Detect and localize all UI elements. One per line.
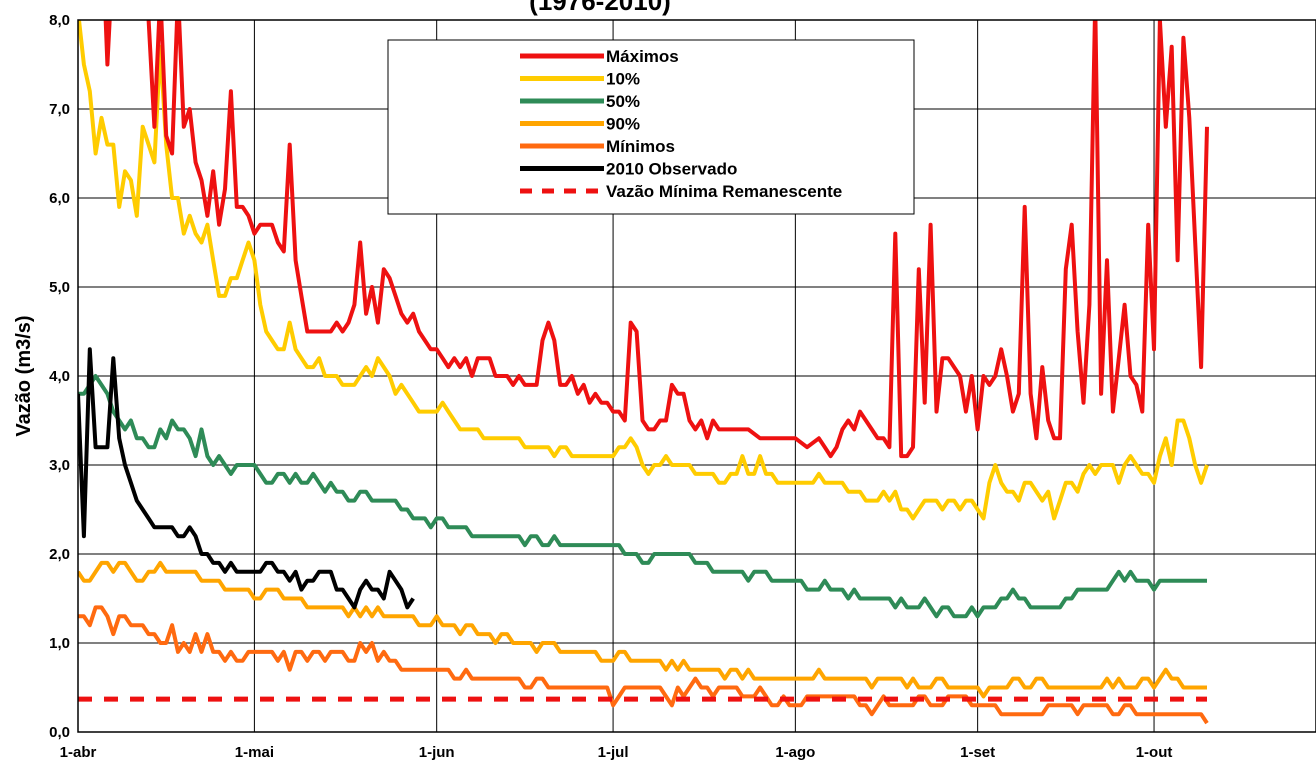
y-tick-label: 6,0 [49,190,70,207]
series-line [78,20,1209,521]
legend: Máximos 10% 50% 90% Mínimos 2010 Observado Vaz… [387,39,915,215]
x-tick-label: 1-jun [419,744,455,761]
x-tick-labels: 1-abr 1-mai 1-jun 1-jul 1-ago 1-set 1-out [60,744,1173,761]
series-line [78,374,1207,619]
x-tick-label: 1-set [960,744,995,761]
legend-label: Mínimos [606,137,675,156]
series-line [78,605,1209,725]
y-tick-label: 3,0 [49,457,70,474]
series-line [78,560,1207,699]
legend-label: 50% [606,92,640,111]
y-tick-label: 5,0 [49,279,70,296]
y-tick-label: 0,0 [49,724,70,741]
y-tick-label: 2,0 [49,546,70,563]
series-group [78,20,1209,725]
legend-label: Máximos [606,47,679,66]
plot-frame [77,19,1316,733]
chart-title: (1976-2010) [529,0,671,16]
x-tick-label: 1-jul [598,744,629,761]
y-axis-label: Vazão (m3/s) [13,315,35,436]
legend-label: Vazão Mínima Remanescente [606,182,842,201]
series-line [103,20,1209,459]
legend-label: 2010 Observado [606,160,737,179]
x-tick-label: 1-mai [235,744,274,761]
legend-label: 90% [606,115,640,134]
x-tick-label: 1-out [1136,744,1173,761]
y-tick-label: 1,0 [49,635,70,652]
x-tick-label: 1-ago [775,744,815,761]
series-line [78,347,415,610]
x-tick-label: 1-abr [60,744,97,761]
y-tick-labels: 0,0 1,0 2,0 3,0 4,0 5,0 6,0 7,0 8,0 [49,12,70,741]
y-tick-label: 4,0 [49,368,70,385]
y-tick-label: 7,0 [49,101,70,118]
legend-label: 10% [606,70,640,89]
y-tick-label: 8,0 [49,12,70,29]
legend-box [387,39,915,215]
